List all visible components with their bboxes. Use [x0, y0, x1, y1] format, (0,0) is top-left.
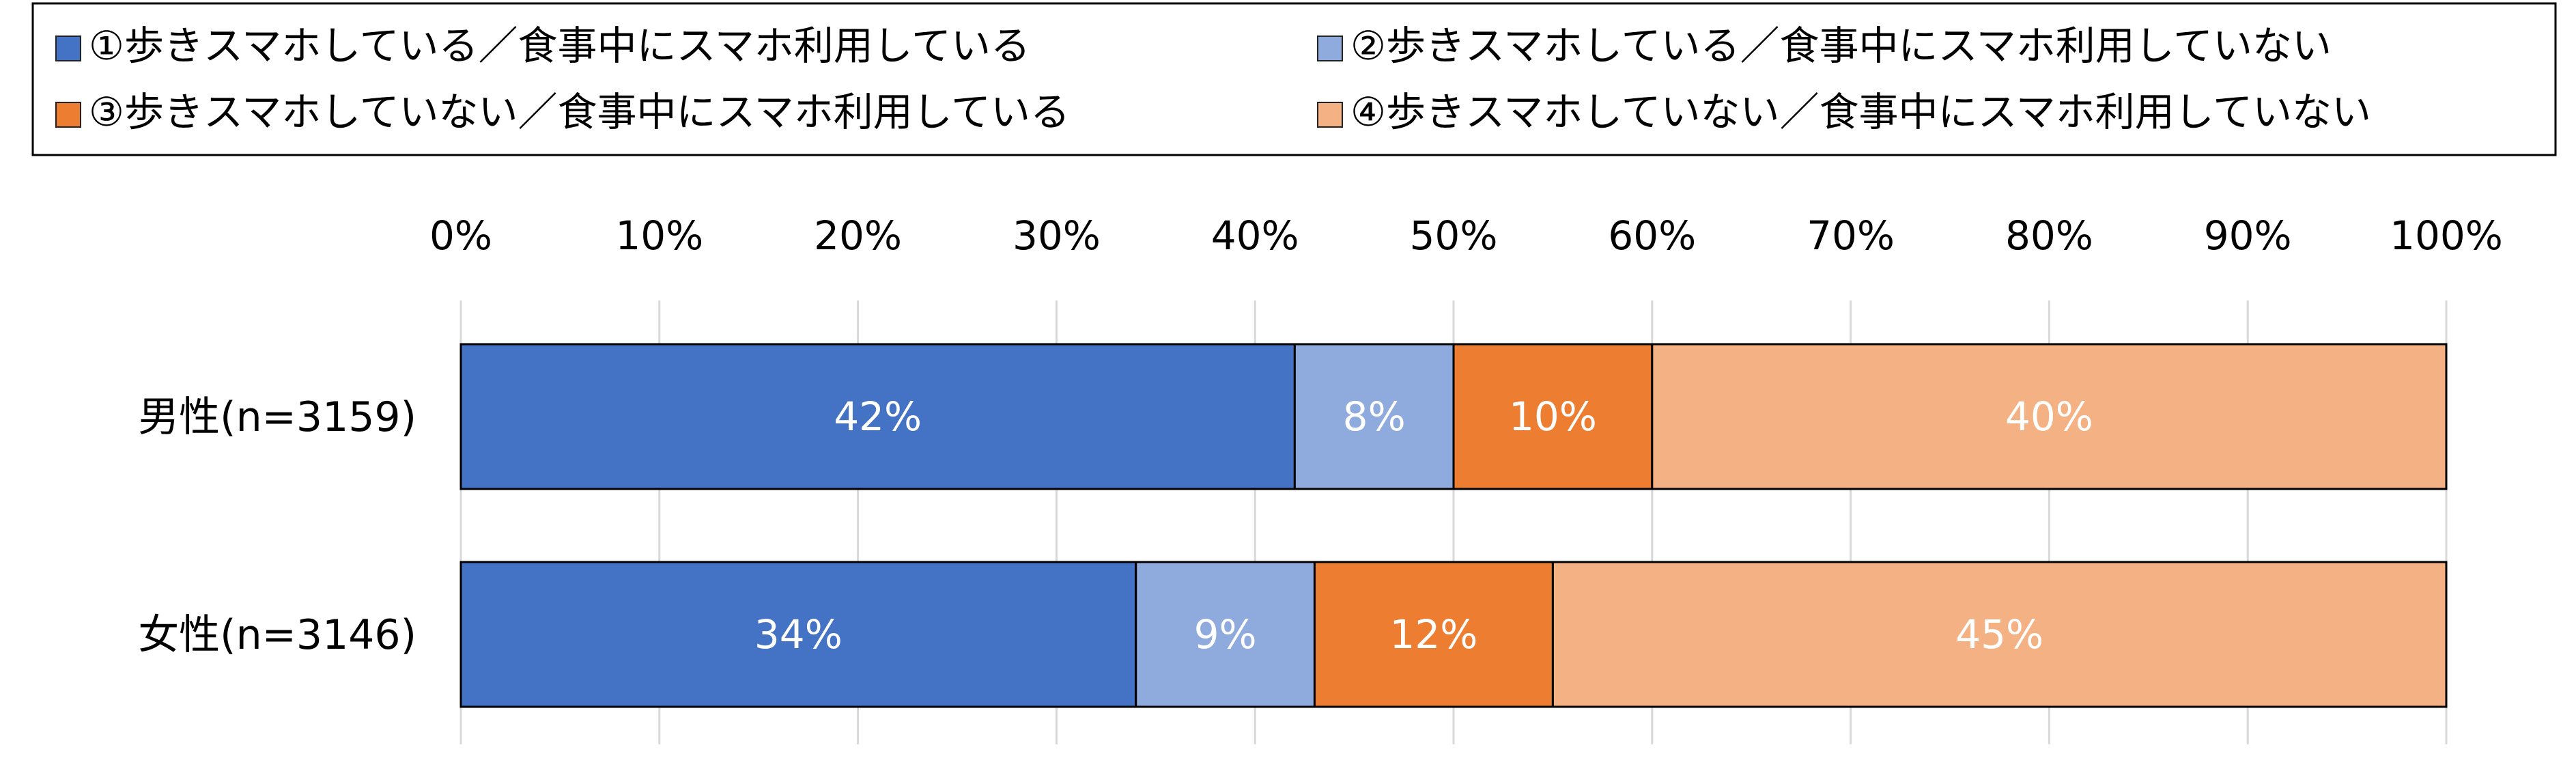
data-label: 9%	[1194, 611, 1257, 658]
legend-label: ③歩きスマホしていない／食事中にスマホ利用している	[89, 89, 1070, 135]
bar-segment	[1452, 343, 1654, 490]
legend-swatch	[55, 36, 81, 61]
x-tick-label: 50%	[1410, 212, 1498, 259]
data-label: 42%	[834, 393, 922, 440]
bar-segment	[1135, 561, 1316, 708]
y-axis-categories: 男性(n=3159) 女性(n=3146)	[138, 393, 416, 659]
data-label: 12%	[1389, 611, 1477, 658]
legend-label: ②歩きスマホしている／食事中にスマホ利用していない	[1350, 23, 2332, 69]
legend-swatch	[1317, 102, 1343, 128]
bar-segment	[459, 561, 1137, 708]
data-labels: 42% 8% 10% 40% 34% 9% 12% 45%	[754, 393, 2093, 658]
x-tick-label: 60%	[1608, 212, 1696, 259]
x-tick-label: 80%	[2005, 212, 2093, 259]
data-label: 40%	[2005, 393, 2093, 440]
data-label: 34%	[754, 611, 843, 658]
bar-segment	[1651, 343, 2448, 490]
x-axis-ticks: 0% 10% 20% 30% 40% 50% 60% 70% 80% 90% 100%	[429, 212, 2503, 259]
legend: ①歩きスマホしている／食事中にスマホ利用している ②歩きスマホしている／食事中にス…	[31, 2, 2557, 156]
x-tick-label: 0%	[429, 212, 492, 259]
data-label: 45%	[1955, 611, 2043, 658]
x-tick-label: 100%	[2390, 212, 2503, 259]
x-tick-label: 30%	[1013, 212, 1101, 259]
bar-segment	[459, 343, 1296, 490]
bars	[459, 343, 2448, 708]
x-tick-label: 40%	[1211, 212, 1299, 259]
legend-label: ①歩きスマホしている／食事中にスマホ利用している	[89, 23, 1030, 69]
legend-frame	[31, 2, 2557, 156]
category-label: 男性(n=3159)	[138, 393, 416, 441]
legend-swatch	[1317, 36, 1343, 61]
x-tick-label: 70%	[1807, 212, 1895, 259]
x-tick-label: 90%	[2204, 212, 2292, 259]
data-label: 8%	[1343, 393, 1406, 440]
category-label: 女性(n=3146)	[138, 611, 416, 659]
bar-segment	[1551, 561, 2448, 708]
x-tick-label: 20%	[814, 212, 902, 259]
data-label: 10%	[1509, 393, 1597, 440]
x-tick-label: 10%	[615, 212, 703, 259]
legend-swatch	[55, 102, 81, 128]
legend-label: ④歩きスマホしていない／食事中にスマホ利用していない	[1350, 89, 2371, 135]
bar-segment	[1293, 343, 1455, 490]
